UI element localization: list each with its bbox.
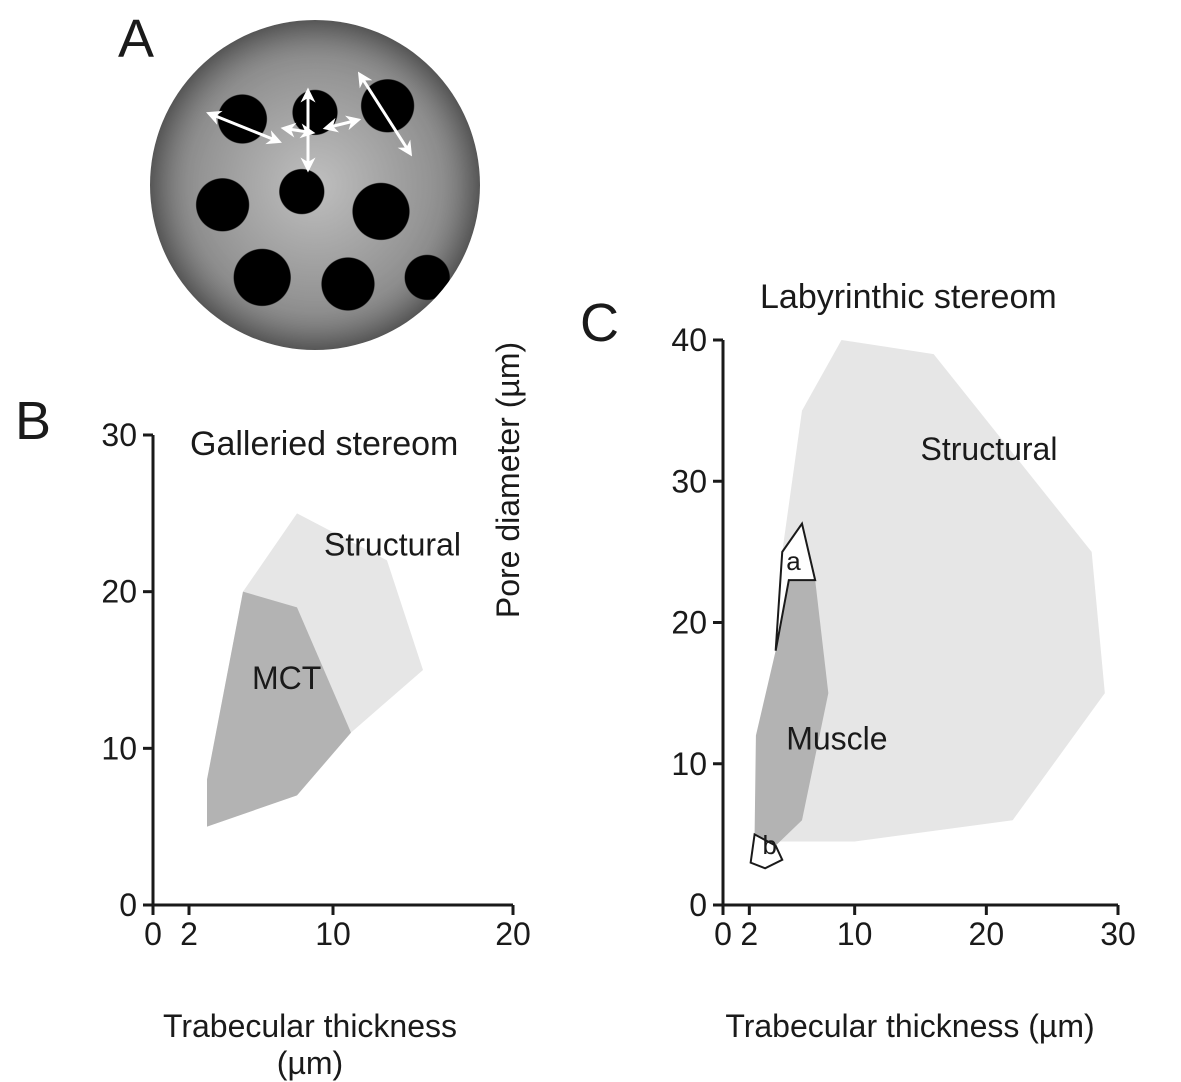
y-tick-label: 20 <box>671 605 707 641</box>
region-label-muscle: Muscle <box>786 721 887 757</box>
region-label-a: a <box>786 546 801 576</box>
x-tick-label: 20 <box>969 916 1005 952</box>
measurement-arrow <box>288 129 308 132</box>
y-tick-label: 0 <box>689 887 707 923</box>
region-label-b: b <box>763 830 777 860</box>
y-tick-label: 20 <box>101 574 137 610</box>
chart-c-xlabel: Trabecular thickness (µm) <box>720 1008 1100 1045</box>
chart-b-title: Galleried stereom <box>190 425 458 464</box>
region-label-structural: Structural <box>921 431 1058 467</box>
chart-c-ylabel: Pore diameter (µm) <box>490 320 527 640</box>
x-tick-label: 10 <box>315 916 351 952</box>
measurement-arrow <box>362 78 408 150</box>
panel-letter-b: B <box>15 390 51 452</box>
y-tick-label: 0 <box>119 887 137 923</box>
panel-letter-a: A <box>118 8 154 70</box>
region-label-structural: Structural <box>324 527 461 563</box>
x-tick-label: 2 <box>180 916 198 952</box>
x-tick-label: 10 <box>837 916 873 952</box>
sem-arrows-svg <box>150 20 480 350</box>
measurement-arrow <box>330 121 354 127</box>
region-structural <box>776 340 1105 841</box>
chart-galleried-stereom: 0210200102030StructuralMCT <box>85 410 530 955</box>
measurement-arrow <box>213 115 275 140</box>
x-tick-label: 30 <box>1100 916 1135 952</box>
chart-b-xlabel: Trabecular thickness (µm) <box>130 1008 490 1082</box>
y-tick-label: 30 <box>101 417 137 453</box>
chart-labyrinthic-stereom: 02 10 20 30 0 10 20 30 40 Structural Muscle a b <box>655 315 1135 955</box>
region-label-mct: MCT <box>252 660 321 696</box>
figure-root: A B 0210200102030StructuralMCT Galleried… <box>0 0 1181 1060</box>
y-tick-label: 30 <box>671 463 707 499</box>
x-tick-label: 0 <box>714 916 732 952</box>
sem-micrograph <box>150 20 480 350</box>
panel-letter-c: C <box>580 292 619 354</box>
y-tick-label: 40 <box>671 322 707 358</box>
x-tick-label: 0 <box>144 916 162 952</box>
x-tick-label: 20 <box>495 916 530 952</box>
x-tick-label: 2 <box>740 916 758 952</box>
y-tick-label: 10 <box>671 746 707 782</box>
chart-c-title: Labyrinthic stereom <box>760 278 1057 317</box>
y-tick-label: 10 <box>101 730 137 766</box>
